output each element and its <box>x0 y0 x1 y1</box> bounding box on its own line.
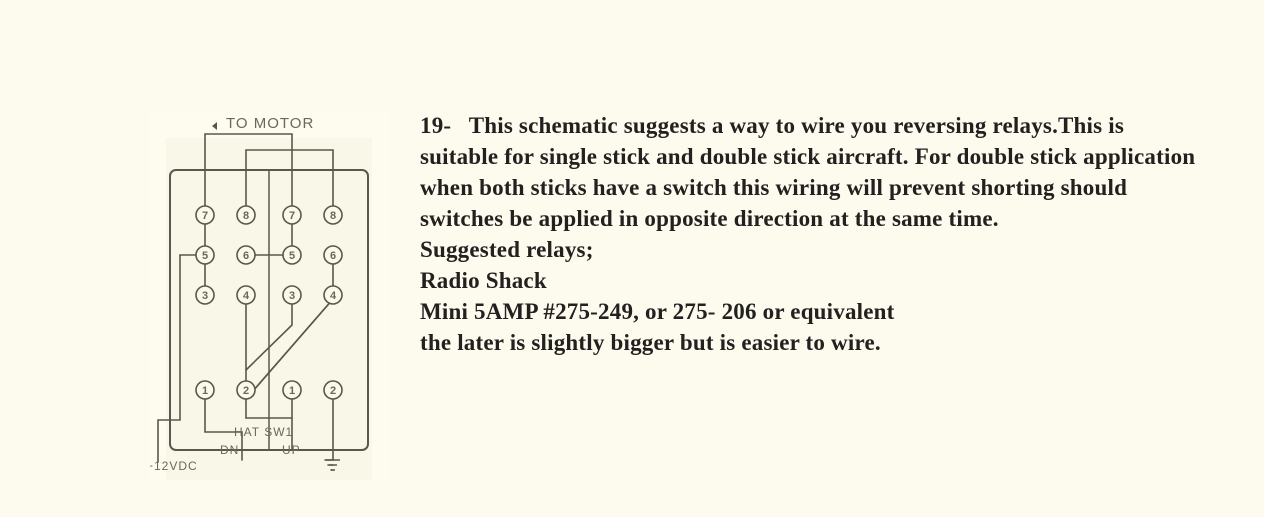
item-number: 19- <box>420 113 451 138</box>
instruction-text: 19- This schematic suggests a way to wir… <box>420 110 1204 358</box>
svg-text:UP: UP <box>282 443 301 457</box>
note-line: the later is slightly bigger but is easi… <box>420 330 881 355</box>
svg-text:6: 6 <box>330 250 336 262</box>
svg-text:7: 7 <box>289 210 295 222</box>
svg-text:6: 6 <box>243 250 249 262</box>
radio-shack-line: Radio Shack <box>420 268 547 293</box>
svg-text:3: 3 <box>289 290 295 302</box>
paragraph-1: This schematic suggests a way to wire yo… <box>420 113 1195 231</box>
svg-text:4: 4 <box>330 290 337 302</box>
schematic-illustration: 7 8 7 8 5 6 5 6 3 4 3 4 1 2 1 2 TO MOTOR HAT SW1 DN UP +12VD… <box>150 110 388 480</box>
suggested-relays-line: Suggested relays; <box>420 237 594 262</box>
svg-text:2: 2 <box>330 385 336 397</box>
svg-text:2: 2 <box>243 385 249 397</box>
svg-text:8: 8 <box>330 210 336 222</box>
svg-text:HAT SW1: HAT SW1 <box>234 425 293 439</box>
svg-text:8: 8 <box>243 210 249 222</box>
svg-text:TO MOTOR: TO MOTOR <box>226 115 314 132</box>
svg-text:5: 5 <box>202 250 208 262</box>
part-number-line: Mini 5AMP #275-249, or 275- 206 or equiv… <box>420 299 895 324</box>
svg-text:4: 4 <box>243 290 250 302</box>
svg-text:3: 3 <box>202 290 208 302</box>
svg-text:DN: DN <box>220 443 239 457</box>
svg-text:1: 1 <box>202 385 208 397</box>
svg-text:5: 5 <box>289 250 295 262</box>
svg-text:+12VDC: +12VDC <box>150 459 198 473</box>
svg-text:7: 7 <box>202 210 208 222</box>
svg-text:1: 1 <box>289 385 295 397</box>
